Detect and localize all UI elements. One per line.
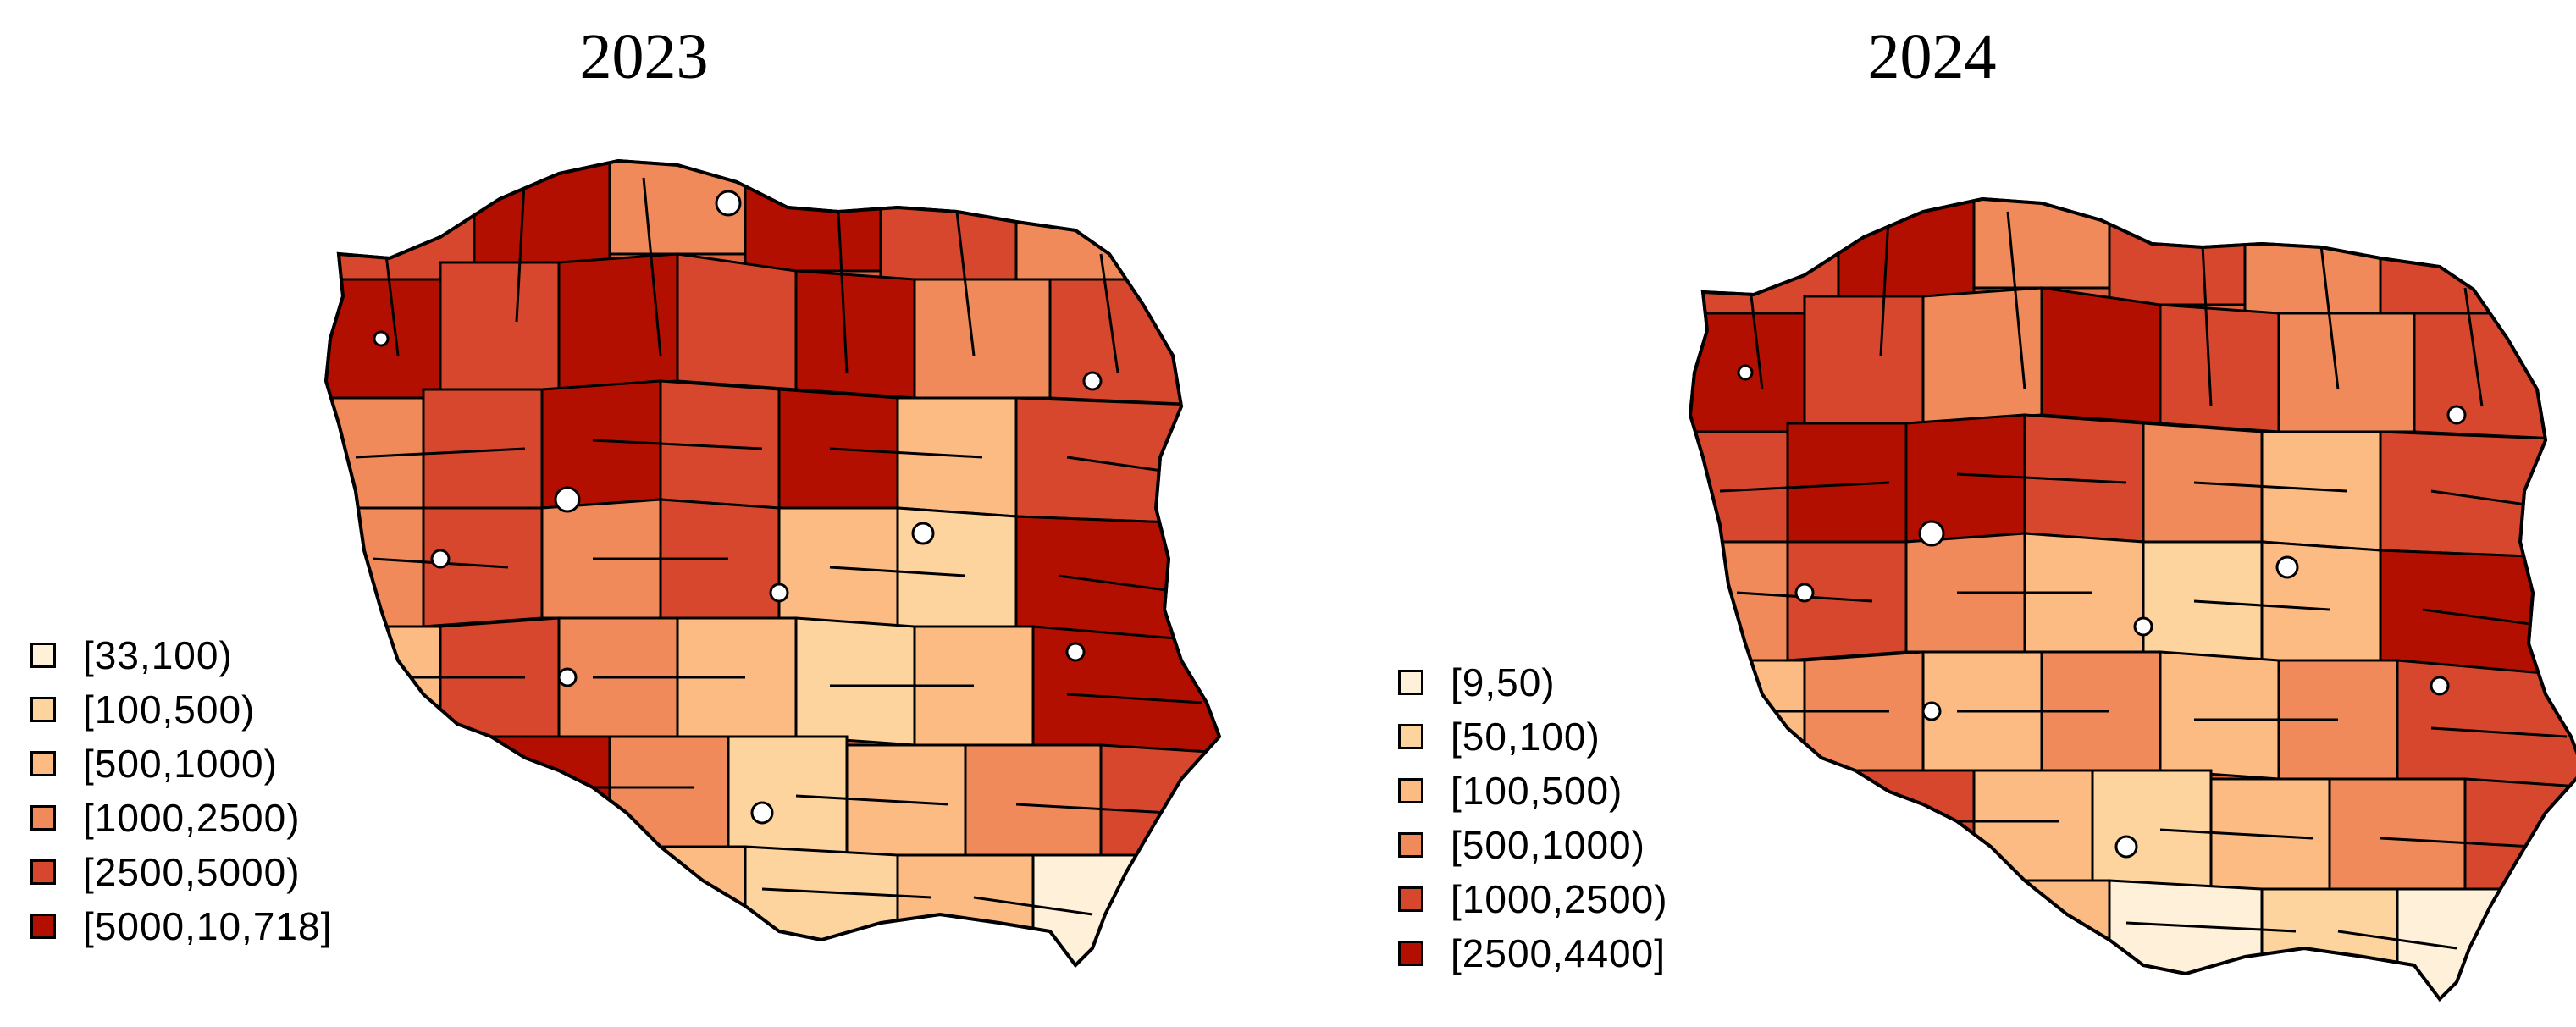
map-panel-2023: 2023 [30,21,1222,969]
legend-item: [100,500) [1398,764,1668,818]
map-title: 2024 [1867,21,1997,92]
legend-item: [500,1000) [1398,818,1668,872]
region [326,625,442,738]
region [608,735,730,848]
legend-swatch [30,805,56,831]
region [1921,286,2043,425]
legend-label: [2500,4400] [1451,931,1667,975]
region [794,616,916,747]
region [1690,659,1806,772]
region [1014,396,1219,527]
region [2159,650,2280,781]
region [2396,659,2576,789]
region [1014,161,1219,281]
region [326,845,747,965]
legend-swatch [1398,941,1423,966]
region [964,743,1103,857]
region [326,161,476,281]
region [557,252,679,391]
legend-label: [1000,2500) [83,796,301,840]
region [2040,286,2162,425]
legend-label: [500,1000) [1451,823,1645,867]
region [2379,430,2576,560]
legend-item: [2500,5000) [30,845,332,899]
region [896,396,1018,518]
legend-label: [50,100) [1451,715,1600,759]
legend-label: [5000,10,718] [83,904,333,948]
legend-item: [1000,2500) [1398,872,1668,926]
region [2260,430,2382,552]
legend-item: [33,100) [30,628,332,682]
region [473,735,611,848]
region [326,735,476,848]
region [1031,625,1219,755]
legend-swatch [30,643,56,668]
region [2091,769,2213,891]
region [1972,769,2094,882]
legend-item: [1000,2500) [30,791,332,845]
region [913,278,1052,400]
legend-label: [33,100) [83,633,233,677]
legend-label: [2500,5000) [83,850,301,894]
legend-item: [5000,10,718] [30,899,332,953]
legend-swatch [1398,832,1423,858]
legend-swatch [1398,886,1423,912]
region [727,735,849,857]
legend-label: [9,50) [1451,660,1556,704]
legend-swatch [1398,778,1423,803]
legend-swatch [30,751,56,776]
region [879,161,1018,281]
region [2413,312,2576,442]
region [676,252,798,391]
legend-item: [2500,4400] [1398,926,1668,980]
region [1031,853,1219,965]
choropleth-map [1688,196,2576,1002]
legend-swatch [1398,724,1423,749]
map-panel-2024: 2024 [1288,0,2576,1027]
legend-label: [100,500) [83,687,256,732]
region [473,161,611,264]
region [1690,199,1840,315]
region [2108,879,2264,999]
region [1014,515,1219,645]
region [1803,295,1925,425]
legend-item: [9,50) [1398,655,1668,710]
region [2277,312,2416,433]
legend-swatch [1398,670,1423,695]
region [2396,887,2576,999]
region [794,269,916,400]
legend-item: [500,1000) [30,737,332,791]
region [439,261,561,391]
legend-swatch [30,859,56,885]
region [1690,879,2111,999]
region [326,506,425,628]
region [2159,303,2280,433]
legend-item: [100,500) [30,682,332,737]
legend-item: [50,100) [1398,710,1668,764]
choropleth-map [323,158,1222,969]
legend-label: [500,1000) [83,742,278,786]
region [1690,540,1789,662]
region [2328,777,2467,891]
map-legend: [9,50) [50,100) [100,500) [500,1000) [10… [1398,655,1668,980]
map-title: 2023 [579,21,709,92]
region [1690,769,1840,882]
region [1048,278,1219,408]
legend-swatch [30,914,56,939]
region [2379,549,2576,679]
region [744,845,899,965]
region [1837,769,1976,882]
region [2243,199,2382,315]
legend-swatch [30,697,56,722]
legend-label: [100,500) [1451,769,1623,813]
legend-label: [1000,2500) [1451,877,1668,921]
map-legend: [33,100) [100,500) [500,1000) [1000,2500… [30,628,332,953]
